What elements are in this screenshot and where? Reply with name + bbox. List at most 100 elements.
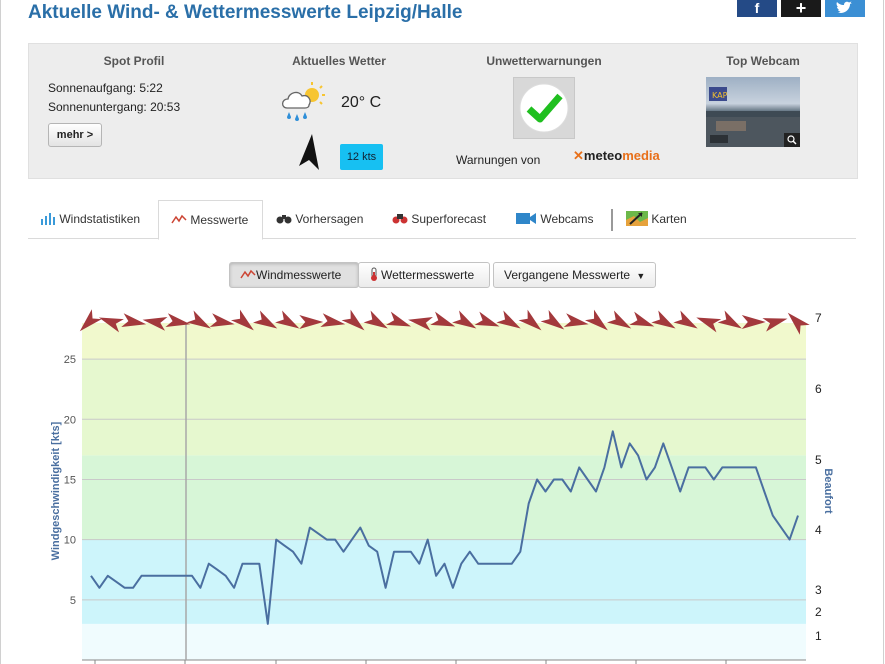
speed-band — [82, 623, 806, 660]
speed-band — [82, 359, 806, 456]
map-icon — [626, 211, 648, 226]
warnings-by-text: Warnungen von — [456, 153, 541, 167]
tab-separator — [611, 209, 613, 231]
y-tick-label: 10 — [64, 535, 76, 547]
twitter-share-button[interactable] — [825, 0, 865, 17]
wind-direction-arrow — [386, 311, 412, 327]
binoculars-icon — [276, 215, 292, 224]
beaufort-tick-label: 2 — [815, 605, 822, 619]
more-button[interactable]: mehr > — [48, 123, 102, 147]
wind-direction-arrow — [430, 311, 456, 327]
wind-direction-arrow — [142, 317, 168, 331]
wind-direction-arrow — [474, 311, 500, 327]
y-axis-title: Windgeschwindigkeit [kts] — [50, 421, 62, 560]
y-tick-label: 5 — [70, 595, 76, 607]
plus-share-button[interactable]: + — [781, 0, 821, 17]
top-webcam-heading: Top Webcam — [726, 54, 800, 68]
meteomedia-logo[interactable]: ✕meteomedia — [573, 148, 660, 164]
warning-status-box[interactable] — [513, 77, 575, 139]
speed-band — [82, 455, 806, 540]
tab-label: Messwerte — [190, 213, 249, 227]
wind-direction-arrow — [98, 317, 124, 333]
facebook-icon: f — [754, 0, 760, 16]
wind-direction-arrow — [741, 315, 766, 329]
tab-label: Vorhersagen — [295, 212, 364, 226]
page-left-border — [0, 0, 1, 664]
wind-speed-series-line — [90, 430, 799, 625]
wind-direction-arrow — [79, 309, 102, 332]
wind-direction-arrow — [452, 310, 477, 329]
wind-direction-arrow — [563, 313, 589, 327]
thermometer-icon — [371, 267, 377, 281]
spot-profile-heading: Spot Profil — [103, 54, 165, 68]
tab-label: Webcams — [540, 212, 594, 226]
wind-direction-arrow — [209, 313, 235, 327]
current-weather-section: Aktuelles Wetter 20° C 12 kts — [239, 44, 439, 178]
wind-direction-arrow — [230, 309, 254, 331]
tab-messwerte[interactable]: Messwerte — [158, 200, 263, 240]
wind-direction-arrow — [606, 310, 632, 329]
wind-direction-arrow — [717, 310, 742, 329]
tab-windstatistiken[interactable]: Windstatistiken — [40, 200, 140, 238]
checkmark-icon — [519, 83, 569, 133]
speed-band — [82, 323, 806, 360]
wind-direction-arrow — [629, 311, 655, 327]
bar-chart-icon — [41, 213, 55, 225]
current-weather-heading: Aktuelles Wetter — [292, 54, 386, 68]
wind-direction-arrow — [275, 310, 300, 329]
tab-superforecast[interactable]: Superforecast — [392, 200, 486, 238]
wind-direction-arrow — [186, 310, 211, 329]
wind-direction-arrow — [696, 317, 722, 333]
meteomedia-mark-icon: ✕ — [573, 148, 584, 163]
wind-direction-arrow — [320, 313, 346, 327]
wind-measurements-button[interactable]: Windmesswerte — [229, 262, 359, 288]
line-chart-icon — [171, 214, 187, 224]
wind-direction-arrow — [363, 310, 388, 329]
beaufort-tick-label: 7 — [815, 311, 822, 325]
meteomedia-logo-orange-text: media — [622, 148, 660, 163]
wind-direction-arrow — [121, 313, 147, 327]
wind-direction-arrow — [787, 312, 810, 335]
beaufort-tick-label: 1 — [815, 629, 822, 643]
spot-profile-section: Spot Profil Sonnenaufgang: 5:22 Sonnenun… — [29, 44, 239, 178]
tab-label: Superforecast — [411, 212, 487, 226]
wind-direction-arrow — [165, 313, 191, 327]
spot-info-panel: Spot Profil Sonnenaufgang: 5:22 Sonnenun… — [28, 43, 858, 179]
tab-webcams[interactable]: Webcams — [515, 200, 593, 238]
sunset-text: Sonnenuntergang: 20:53 — [48, 100, 181, 114]
beaufort-tick-label: 5 — [815, 453, 822, 467]
past-measurements-dropdown[interactable]: Vergangene Messwerte ▼ — [493, 262, 656, 288]
webcam-scene-image: KAP — [706, 87, 800, 147]
beaufort-tick-label: 6 — [815, 382, 822, 396]
sunrise-text: Sonnenaufgang: 5:22 — [48, 81, 163, 95]
wind-direction-arrow — [584, 309, 608, 331]
weather-measurements-label: Wettermesswerte — [381, 268, 475, 282]
tab-karten[interactable]: Karten — [626, 200, 687, 238]
wind-direction-arrow — [762, 318, 788, 332]
wind-direction-arrow — [540, 309, 565, 330]
cloud-rain-sun-icon — [281, 82, 325, 121]
y-tick-label: 20 — [64, 414, 76, 426]
plus-icon: + — [795, 0, 807, 18]
wind-direction-arrow-icon — [299, 134, 319, 170]
beaufort-tick-label: 3 — [815, 583, 822, 597]
beaufort-tick-label: 4 — [815, 523, 822, 537]
webcam-thumbnail[interactable]: KAP — [706, 77, 800, 147]
main-tabs: Windstatistiken Messwerte Vorhersagen Su… — [28, 200, 856, 240]
video-camera-icon — [516, 213, 536, 224]
line-chart-icon — [240, 269, 256, 279]
wind-direction-arrow — [518, 309, 542, 331]
twitter-bird-icon — [836, 1, 852, 13]
tab-label: Karten — [651, 212, 687, 226]
weather-measurements-button[interactable]: Wettermesswerte — [358, 262, 490, 288]
caret-down-icon: ▼ — [636, 271, 646, 281]
page-right-border — [883, 0, 884, 664]
wind-speed-badge: 12 kts — [340, 144, 383, 170]
wind-measurements-label: Windmesswerte — [256, 268, 342, 282]
top-webcam-section: Top Webcam KAP — [669, 44, 857, 178]
wind-direction-arrow — [673, 310, 698, 329]
tab-vorhersagen[interactable]: Vorhersagen — [276, 200, 363, 238]
y2-axis-title: Beaufort — [822, 468, 834, 514]
facebook-share-button[interactable]: f — [737, 0, 777, 17]
tab-label: Windstatistiken — [59, 212, 141, 226]
